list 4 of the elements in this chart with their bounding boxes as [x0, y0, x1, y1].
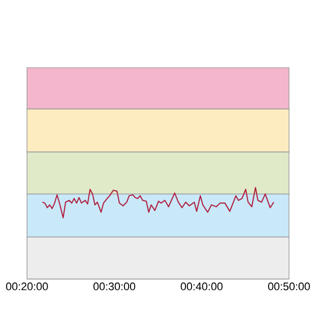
x-tick-label: 00:30:00: [93, 282, 136, 290]
x-tick-label: 00:50:00: [268, 282, 310, 290]
x-tick-label: 00:40:00: [180, 282, 223, 290]
x-tick-label: 00:20:00: [6, 282, 48, 290]
